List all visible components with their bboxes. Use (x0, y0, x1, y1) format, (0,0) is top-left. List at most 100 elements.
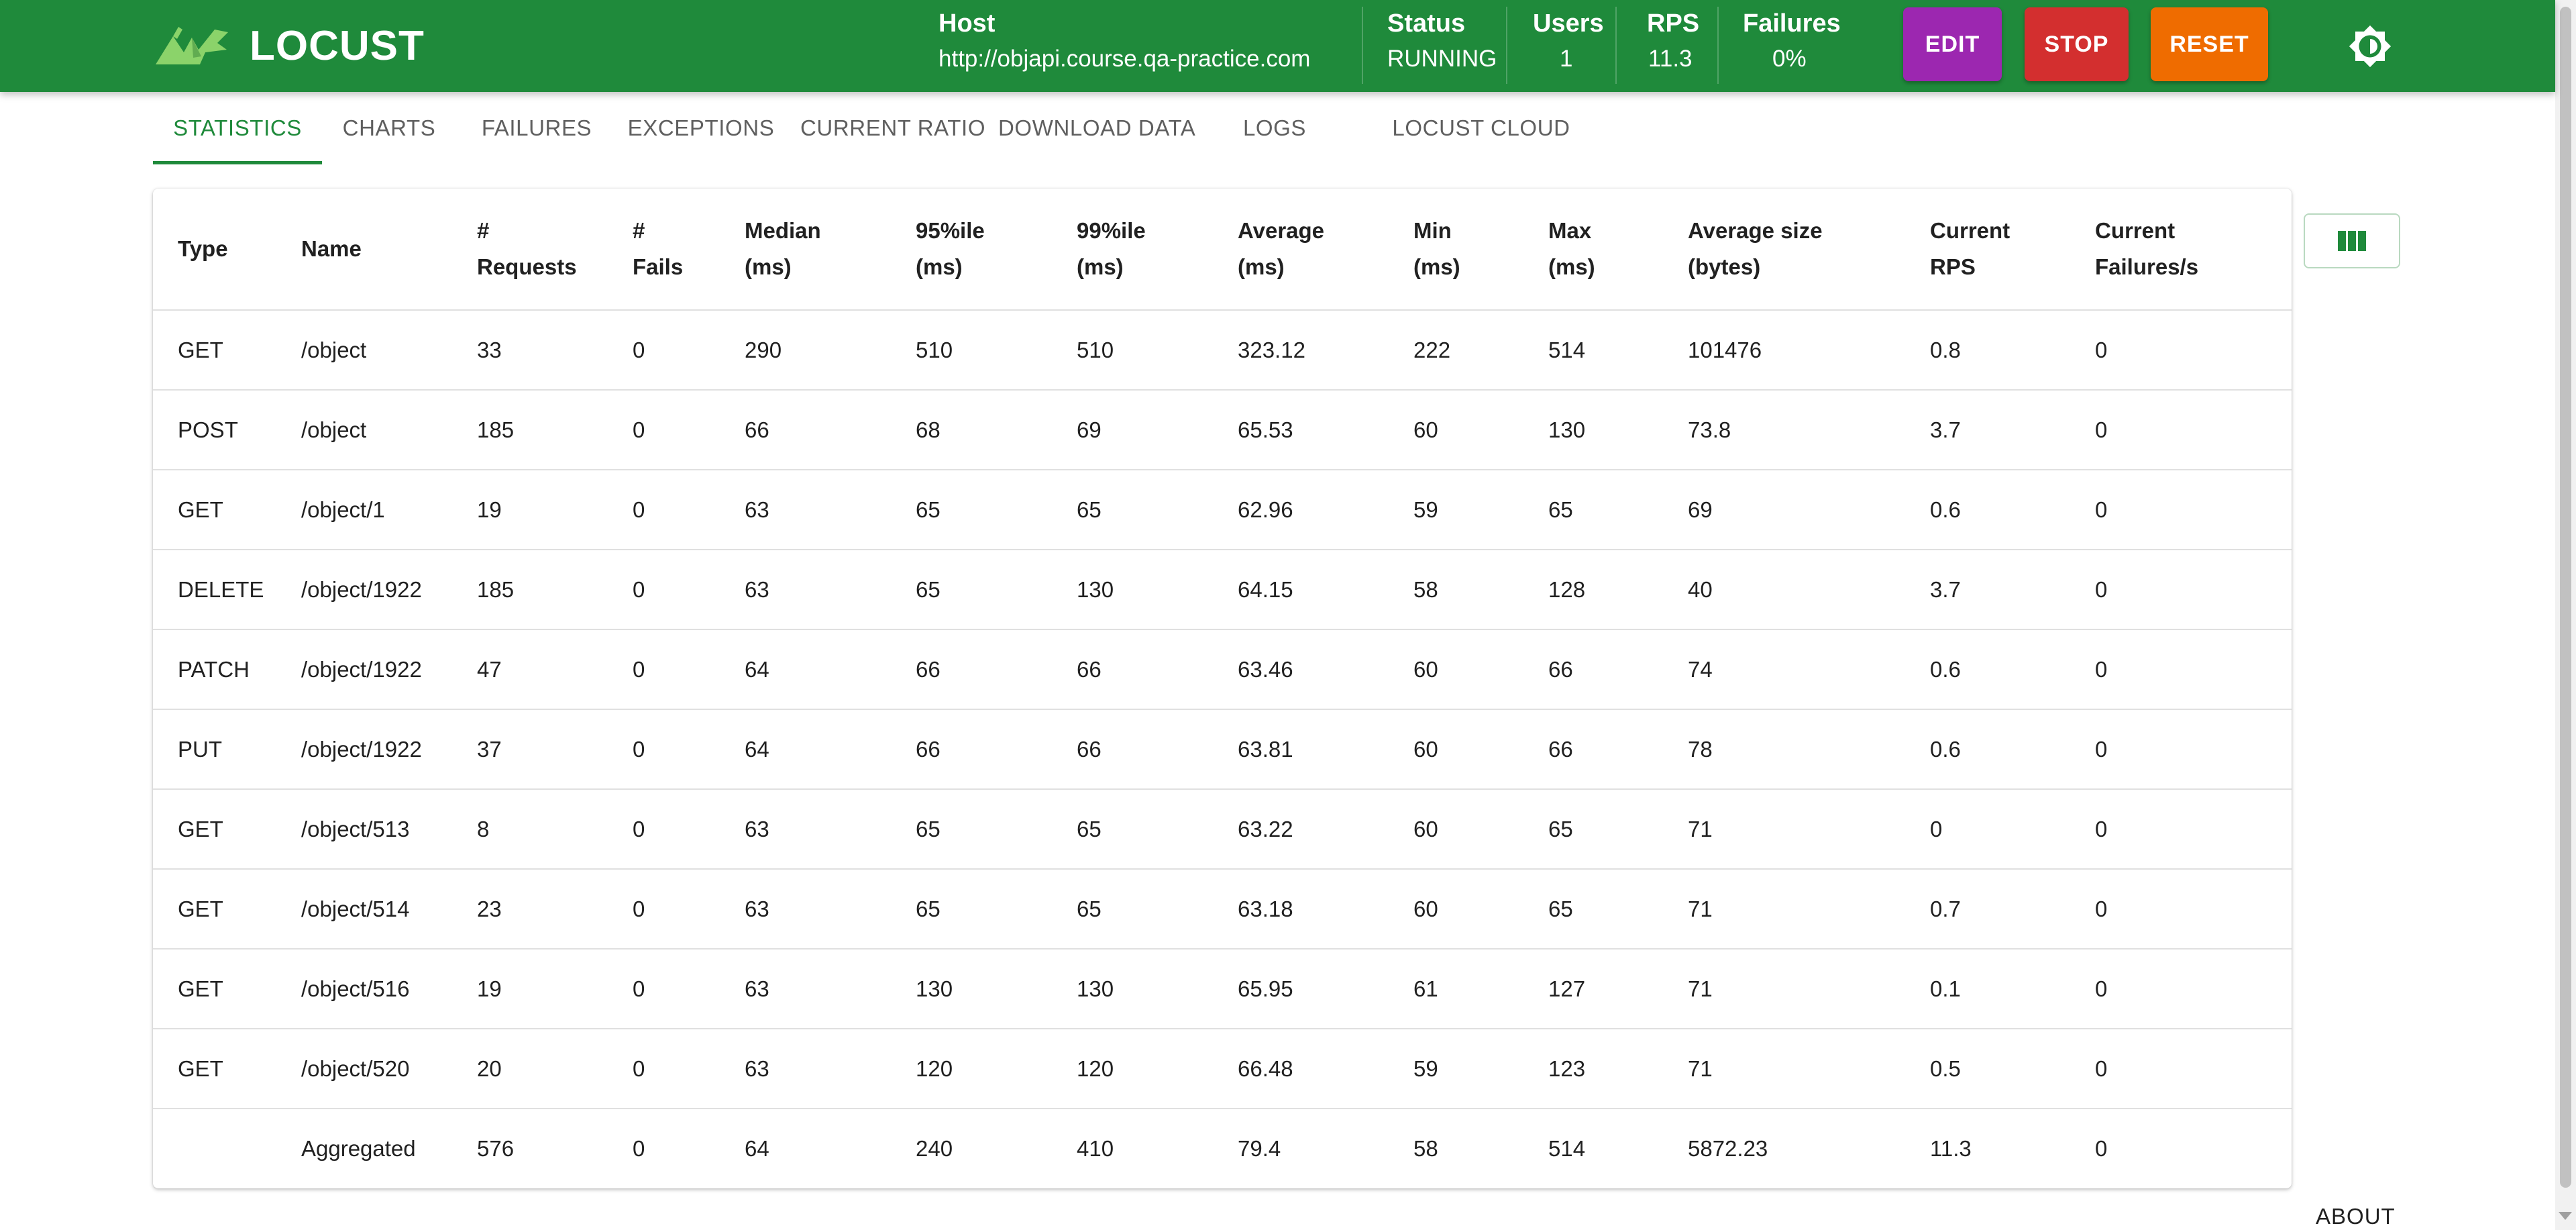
table-cell: GET (153, 310, 276, 391)
scrollbar-thumb[interactable] (2560, 7, 2571, 1188)
column-header[interactable]: Median (ms) (720, 189, 891, 311)
column-header-label: RPS (1930, 254, 1976, 279)
edit-button[interactable]: EDIT (1903, 7, 2002, 81)
table-cell: 0 (608, 390, 720, 470)
column-header-label: Current (2095, 218, 2176, 243)
table-cell: 0 (1905, 789, 2070, 870)
column-header[interactable]: Min (ms) (1389, 189, 1523, 311)
table-cell: 65 (1052, 869, 1213, 950)
table-cell: /object/1922 (276, 709, 452, 790)
table-cell: 290 (720, 310, 891, 391)
table-cell: 65 (1052, 470, 1213, 550)
column-header[interactable]: Current RPS (1905, 189, 2070, 311)
divider (1506, 7, 1507, 84)
table-cell: 128 (1523, 550, 1663, 630)
table-cell: 58 (1389, 550, 1523, 630)
column-header[interactable]: Average (ms) (1213, 189, 1389, 311)
locust-logo-icon (156, 27, 228, 64)
table-cell: 65.95 (1213, 949, 1389, 1029)
users-label: Users (1533, 9, 1604, 38)
reset-button[interactable]: RESET (2151, 7, 2268, 81)
column-header-label: (ms) (1077, 254, 1124, 279)
tab-logs[interactable]: LOGS (1242, 115, 1307, 140)
table-cell: 3.7 (1905, 390, 2070, 470)
table-cell: 514 (1523, 310, 1663, 391)
table-cell: 130 (891, 949, 1052, 1029)
column-header-label: Type (178, 236, 228, 261)
table-cell: 0 (2095, 1135, 2108, 1161)
table-cell: 19 (452, 470, 608, 550)
column-header[interactable]: Average size (bytes) (1663, 189, 1905, 311)
table-cell: 0 (608, 470, 720, 550)
table-cell: 66.48 (1213, 1029, 1389, 1109)
column-header[interactable]: 99%ile (ms) (1052, 189, 1213, 311)
table-cell: 65 (1523, 869, 1663, 950)
column-header[interactable]: 95%ile (ms) (891, 189, 1052, 311)
table-row: GET/object/520 20 0 63 120 120 66.48 59 123 71 0.5… (153, 1029, 2292, 1109)
tab-failures[interactable]: FAILURES (481, 115, 592, 140)
table-cell: 73.8 (1663, 390, 1905, 470)
failures-label: Failures (1743, 9, 1841, 38)
column-header[interactable]: # Fails (608, 189, 720, 311)
table-cell: 33 (452, 310, 608, 391)
column-header-label: Average size (1688, 218, 1823, 243)
table-cell: 0 (608, 709, 720, 790)
table-cell: 40 (1663, 550, 1905, 630)
column-header[interactable]: Current Failures/s (2070, 189, 2292, 311)
statistics-table: Type Name # Requests # Fails Median (ms) 95%ile (… (153, 189, 2292, 1188)
table-cell: 20 (452, 1029, 608, 1109)
table-cell: 60 (1389, 629, 1523, 710)
column-header-label: (bytes) (1688, 254, 1761, 279)
table-cell: 0.8 (1905, 310, 2070, 391)
column-header[interactable]: # Requests (452, 189, 608, 311)
host-label: Host (938, 9, 996, 38)
table-cell: 130 (1052, 949, 1213, 1029)
table-cell: 65 (891, 789, 1052, 870)
tab-statistics[interactable]: STATISTICS (173, 115, 302, 140)
tab-current-ratio[interactable]: CURRENT RATIO (800, 115, 986, 140)
table-cell: 63 (720, 789, 891, 870)
table-cell: 5872.23 (1688, 1135, 1768, 1161)
locust-logo[interactable]: LOCUST (153, 23, 425, 70)
table-cell: 71 (1663, 869, 1905, 950)
table-cell: GET (153, 949, 276, 1029)
table-cell: 59 (1389, 470, 1523, 550)
table-row: PUT/object/1922 37 0 64 66 66 63.81 60 66 78 0.6 0 (153, 709, 2292, 790)
tab-locust-cloud[interactable]: LOCUST CLOUD (1392, 115, 1570, 140)
table-cell: 185 (452, 550, 608, 630)
table-cell: 0 (2070, 470, 2292, 550)
table-cell: 65 (1523, 470, 1663, 550)
tab-charts[interactable]: CHARTS (342, 115, 436, 140)
scroll-down-arrow-icon[interactable] (2559, 1212, 2572, 1220)
tab-bar: STATISTICS CHARTS FAILURES EXCEPTIONS CU… (153, 92, 1629, 166)
table-row: GET/object 33 0 290 510 510 323.12 222 514 101476… (153, 310, 2292, 391)
columns-button[interactable] (2304, 213, 2400, 268)
table-cell: 69 (1052, 390, 1213, 470)
table-cell: 127 (1523, 949, 1663, 1029)
column-header-label: (ms) (1413, 254, 1460, 279)
table-cell: 63.18 (1213, 869, 1389, 950)
table-cell: 60 (1389, 869, 1523, 950)
column-header[interactable]: Name (276, 189, 452, 311)
table-row: PATCH/object/1922 47 0 64 66 66 63.46 60 66 74 0.6… (153, 629, 2292, 710)
table-cell: 410 (1077, 1135, 1114, 1161)
tab-download-data[interactable]: DOWNLOAD DATA (998, 115, 1196, 140)
divider (1615, 7, 1617, 84)
table-cell: /object (276, 310, 452, 391)
table-cell: 66 (891, 709, 1052, 790)
stop-button[interactable]: STOP (2025, 7, 2129, 81)
table-cell: 63 (720, 1029, 891, 1109)
divider (1362, 7, 1363, 84)
rps-value: 11.3 (1648, 46, 1693, 72)
tab-exceptions[interactable]: EXCEPTIONS (627, 115, 775, 140)
column-header[interactable]: Type (153, 189, 276, 311)
theme-toggle-button[interactable] (2348, 24, 2392, 68)
table-cell: 64 (720, 709, 891, 790)
table-cell: 63 (720, 869, 891, 950)
column-header-label: Max (1548, 218, 1592, 243)
about-link[interactable]: ABOUT (2316, 1204, 2396, 1229)
table-cell: 123 (1523, 1029, 1663, 1109)
column-header[interactable]: Max (ms) (1523, 189, 1663, 311)
table-cell: 71 (1663, 949, 1905, 1029)
aggregated-row: Aggregated 576 0 64 240 410 79.4 58 514 5872.23 11… (153, 1109, 2292, 1188)
